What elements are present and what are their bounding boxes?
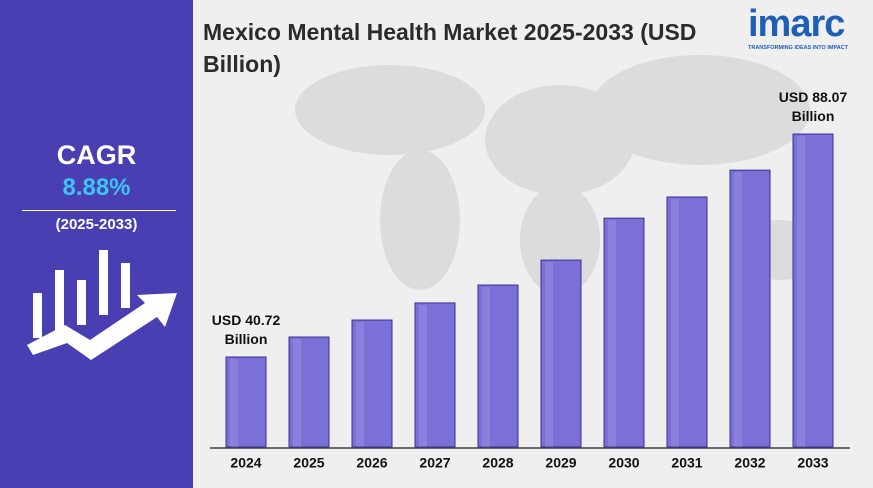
bar-highlight	[419, 304, 427, 447]
value-label: USD 88.07 Billion	[778, 89, 848, 125]
chart-title: Mexico Mental Health Market 2025-2033 (U…	[203, 19, 697, 77]
bar-highlight	[545, 262, 553, 447]
x-tick-label: 2033	[797, 455, 828, 471]
x-tick-label: 2024	[230, 455, 261, 471]
bar	[414, 302, 456, 448]
divider	[22, 210, 176, 211]
bar	[540, 259, 582, 448]
x-tick-label: 2026	[356, 455, 387, 471]
bar	[477, 284, 519, 448]
x-tick-label: 2029	[545, 455, 576, 471]
cagr-label: CAGR	[56, 140, 137, 170]
growth-icon	[27, 250, 177, 360]
bar-highlight	[356, 322, 364, 447]
bar	[288, 336, 330, 448]
bar	[603, 217, 645, 448]
logo-name: imarc	[748, 3, 845, 45]
bar-highlight	[671, 198, 679, 447]
logo-tagline: TRANSFORMING IDEAS INTO IMPACT	[748, 45, 849, 51]
bar-highlight	[230, 358, 238, 447]
x-tick-label: 2027	[419, 455, 450, 471]
bar	[225, 356, 267, 448]
bar	[351, 319, 393, 448]
x-tick-label: 2030	[608, 455, 639, 471]
bar-highlight	[293, 339, 301, 447]
world-map	[295, 55, 825, 295]
bar	[729, 169, 771, 448]
sidebar: CAGR 8.88% (2025-2033)	[0, 0, 193, 488]
bar	[792, 133, 834, 448]
cagr-period: (2025-2033)	[55, 216, 138, 233]
bar-highlight	[797, 136, 805, 448]
x-tick-label: 2032	[734, 455, 765, 471]
bar	[666, 196, 708, 448]
x-tick-label: 2031	[671, 455, 702, 471]
cagr-value: 8.88%	[62, 174, 131, 201]
bar-highlight	[608, 220, 616, 447]
value-label: USD 40.72 Billion	[211, 311, 281, 347]
bar-highlight	[734, 172, 742, 447]
x-tick-label: 2025	[293, 455, 324, 471]
logo: imarc TRANSFORMING IDEAS INTO IMPACT	[748, 4, 868, 52]
x-tick-label: 2028	[482, 455, 513, 471]
bar-highlight	[482, 287, 490, 447]
